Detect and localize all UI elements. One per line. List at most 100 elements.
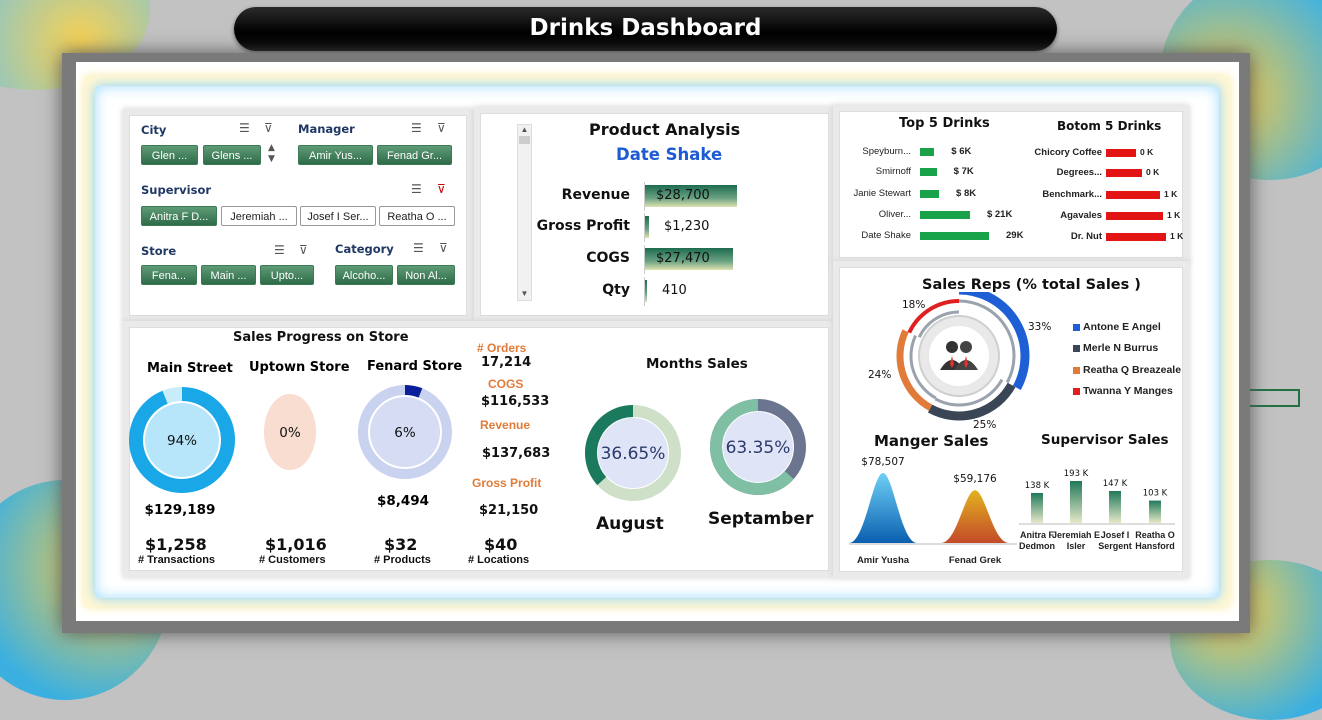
supervisor-sales-title: Supervisor Sales bbox=[1041, 432, 1169, 448]
manager-bar bbox=[849, 473, 917, 543]
product-scrollbar[interactable]: ▲ ▼ bbox=[517, 124, 532, 301]
bottom5-label: Agavales bbox=[1060, 210, 1102, 221]
kpi-value: $137,683 bbox=[482, 446, 551, 461]
manager-item[interactable]: Fenad Gr... bbox=[377, 145, 452, 165]
month-label-august: August bbox=[596, 514, 664, 534]
supervisor-item[interactable]: Anitra F D... bbox=[141, 206, 217, 226]
kpi-label: COGS bbox=[488, 377, 524, 391]
multi-select-icon[interactable]: ☰ bbox=[274, 243, 285, 257]
manager-name: Fenad Grek bbox=[949, 555, 1002, 566]
rep-legend-label: Merle N Burrus bbox=[1083, 342, 1159, 354]
month-label-september: Septamber bbox=[708, 509, 814, 529]
product-row-axis bbox=[644, 277, 645, 306]
people-icon bbox=[960, 341, 972, 353]
kpi-value: 17,214 bbox=[481, 355, 532, 370]
scroll-arrows-icon[interactable]: ▲ ▼ bbox=[268, 143, 275, 164]
bottom5-bar bbox=[1106, 233, 1166, 241]
category-item[interactable]: Alcoho... bbox=[335, 265, 393, 285]
scroll-thumb[interactable] bbox=[519, 136, 530, 144]
store-item[interactable]: Upto... bbox=[260, 265, 314, 285]
product-row-label: COGS bbox=[586, 250, 630, 266]
product-row-bar bbox=[645, 185, 737, 207]
scroll-down-icon[interactable]: ▼ bbox=[520, 289, 529, 298]
store-progress-arc bbox=[129, 387, 235, 493]
supervisor-name: Sergent bbox=[1098, 541, 1132, 551]
clear-filter-icon[interactable]: ⊽ bbox=[437, 121, 446, 135]
store-item[interactable]: Main ... bbox=[201, 265, 256, 285]
supervisor-name: Jeremiah E bbox=[1052, 530, 1100, 540]
top5-label: Smirnoff bbox=[875, 166, 911, 177]
city-item[interactable]: Glens ... bbox=[203, 145, 261, 165]
rep-legend-swatch bbox=[1073, 345, 1080, 352]
supervisor-bar bbox=[1031, 492, 1043, 523]
rep-legend-label: Twanna Y Manges bbox=[1083, 385, 1173, 397]
rep-legend-label: Antone E Angel bbox=[1083, 321, 1161, 333]
manager-value: $78,507 bbox=[861, 456, 904, 468]
multi-select-icon[interactable]: ☰ bbox=[239, 121, 250, 135]
rep-legend-swatch bbox=[1073, 388, 1080, 395]
rep-donut-segment bbox=[958, 292, 1030, 390]
clear-filter-icon[interactable]: ⊽ bbox=[439, 241, 448, 255]
multi-select-icon[interactable]: ☰ bbox=[411, 121, 422, 135]
supervisor-name: Anitra F bbox=[1020, 530, 1055, 540]
rep-donut-label: 25% bbox=[973, 419, 996, 431]
top5-bar bbox=[920, 190, 940, 198]
store-name: Fenard Store bbox=[367, 359, 462, 374]
category-item[interactable]: Non Al... bbox=[397, 265, 455, 285]
top5-value: $ 7K bbox=[953, 166, 974, 177]
month-donut-arc bbox=[585, 405, 634, 486]
people-icon bbox=[946, 341, 958, 353]
store-name: Main Street bbox=[147, 361, 233, 376]
stat-label: # Transactions bbox=[138, 554, 216, 566]
top5-bar bbox=[920, 168, 937, 176]
kpi-value: $116,533 bbox=[481, 394, 550, 409]
months-sales-title: Months Sales bbox=[646, 356, 748, 372]
rep-donut-inner-ring bbox=[917, 310, 960, 338]
stat-value: $1,016 bbox=[265, 535, 327, 554]
manager-item[interactable]: Amir Yus... bbox=[298, 145, 373, 165]
manager-sales-title: Manger Sales bbox=[874, 432, 989, 450]
top5-value: $ 21K bbox=[986, 209, 1013, 220]
rep-donut-segment bbox=[896, 329, 933, 411]
bottom5-value: 1 K bbox=[1170, 231, 1184, 241]
supervisor-item[interactable]: Reatha O ... bbox=[379, 206, 455, 226]
top5-value: $ 8K bbox=[956, 188, 977, 199]
month-donut-pct: 36.65% bbox=[601, 444, 666, 464]
selected-cell[interactable] bbox=[1245, 389, 1300, 407]
month-donut-pct: 63.35% bbox=[726, 438, 791, 458]
store-progress-center bbox=[370, 397, 440, 467]
kpi-label: # Orders bbox=[477, 341, 527, 355]
sales-reps-title: Sales Reps (% total Sales ) bbox=[922, 277, 1141, 293]
people-icon bbox=[964, 356, 968, 368]
store-item[interactable]: Fena... bbox=[141, 265, 197, 285]
bottom5-bar bbox=[1106, 191, 1160, 199]
store-progress-pct: 94% bbox=[167, 433, 197, 449]
product-row-label: Revenue bbox=[561, 187, 630, 203]
stat-value: $1,258 bbox=[145, 535, 207, 554]
bottom5-bar bbox=[1106, 169, 1142, 177]
clear-filter-icon[interactable]: ⊽ bbox=[437, 182, 446, 196]
rep-donut-label: 24% bbox=[868, 369, 891, 381]
top5-bar bbox=[920, 148, 935, 156]
rep-legend-swatch bbox=[1073, 367, 1080, 374]
store-sales-value: $129,189 bbox=[145, 502, 216, 518]
manager-slicer-label: Manager bbox=[298, 122, 355, 136]
clear-filter-icon[interactable]: ⊽ bbox=[264, 121, 273, 135]
clear-filter-icon[interactable]: ⊽ bbox=[299, 243, 308, 257]
product-row-value: $28,700 bbox=[656, 188, 710, 203]
supervisor-item[interactable]: Jeremiah ... bbox=[221, 206, 297, 226]
supervisor-bar bbox=[1109, 491, 1121, 523]
multi-select-icon[interactable]: ☰ bbox=[411, 182, 422, 196]
city-item[interactable]: Glen ... bbox=[141, 145, 198, 165]
bottom5-label: Degrees... bbox=[1056, 167, 1102, 178]
supervisor-item[interactable]: Josef I Ser... bbox=[300, 206, 376, 226]
multi-select-icon[interactable]: ☰ bbox=[413, 241, 424, 255]
store-progress-pct: 0% bbox=[279, 425, 301, 441]
product-row-axis bbox=[644, 245, 645, 274]
top5-label: Janie Stewart bbox=[853, 188, 911, 199]
scroll-up-icon[interactable]: ▲ bbox=[520, 125, 529, 134]
store-slicer-label: Store bbox=[141, 244, 177, 258]
city-slicer-label: City bbox=[141, 123, 167, 137]
bottom5-value: 1 K bbox=[1167, 210, 1181, 220]
product-row-value: $1,230 bbox=[663, 219, 710, 234]
